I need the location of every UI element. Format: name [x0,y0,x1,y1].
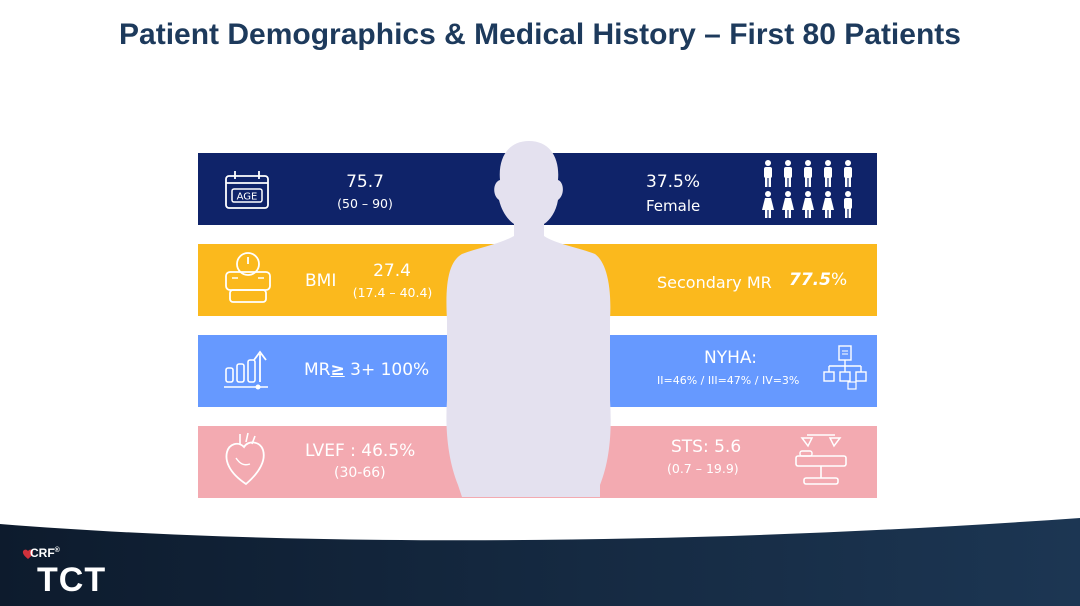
scale-icon [225,252,271,303]
bmi-label: BMI [305,271,337,291]
bmi-range: (17.4 – 40.4) [352,285,433,300]
secondary-mr-value: 77.5 [789,270,831,290]
crf-registered-mark: ® [54,547,60,554]
female-value: 37.5% [646,172,701,192]
bmi-value: 27.4 [373,261,411,281]
sts-value: STS: 5.6 [671,437,742,457]
age-calendar-icon: AGE [225,171,269,209]
crf-logo-text: CRF [30,546,55,560]
age-range: (50 – 90) [337,196,393,211]
flowchart-icon [823,345,867,390]
tct-logo: TCT [37,561,107,599]
people-icon [762,160,852,218]
lvef-value: LVEF : 46.5% [305,441,416,461]
sts-range: (0.7 – 19.9) [667,461,739,476]
secondary-mr-label: Secondary MR [657,273,772,292]
crf-logo: CRF® [30,546,60,560]
mr-suffix: 3+ 100% [344,360,430,380]
lvef-range: (30-66) [334,465,386,481]
operating-table-icon [795,434,847,485]
crf-heart-icon [22,549,34,559]
mr-ge-symbol: ≥ [330,360,345,380]
nyha-label: NYHA: [704,348,757,368]
female-label: Female [646,197,701,215]
nyha-values: II=46% / III=47% / IV=3% [657,374,800,387]
mr-prefix: MR [304,360,331,380]
heart-icon [225,432,265,486]
age-value: 75.7 [346,172,384,192]
mr-statement: MR≥ 3+ 100% [304,360,429,380]
bar-chart-arrow-icon [224,350,268,390]
age-icon-label: AGE [237,192,258,203]
secondary-mr-unit: % [830,270,848,290]
secondary-mr-stat: 77.5% [789,270,847,290]
slide-title: Patient Demographics & Medical History –… [119,18,961,51]
